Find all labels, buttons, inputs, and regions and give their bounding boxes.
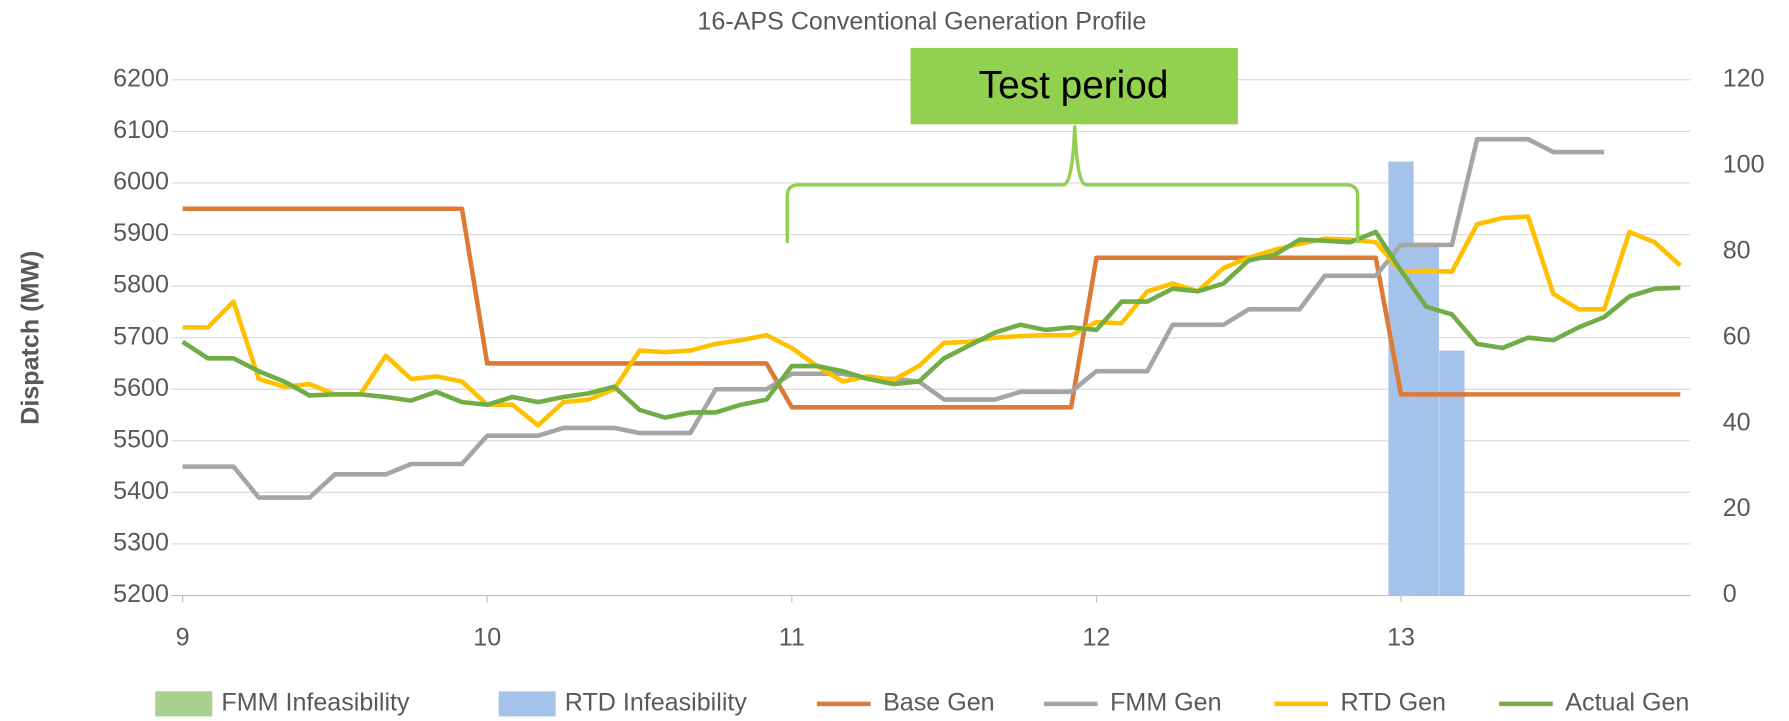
line-series (182, 214, 1682, 428)
y2-tick-label: 100 (1723, 150, 1765, 178)
x-tick-label: 9 (176, 623, 190, 651)
y-tick-label: 5700 (113, 322, 169, 350)
legend-label: FMM Infeasibility (221, 689, 410, 717)
y2-tick-label: 120 (1723, 64, 1765, 92)
legend-label: FMM Gen (1110, 689, 1221, 717)
legend-label: RTD Infeasibility (565, 689, 748, 717)
line-series (182, 206, 1681, 410)
x-tick-label: 12 (1082, 623, 1110, 651)
legend-swatch (155, 691, 213, 717)
y-tick-label: 5900 (113, 219, 169, 247)
bar (1413, 243, 1439, 596)
legend-label: Actual Gen (1565, 689, 1689, 717)
x-tick-label: 10 (473, 623, 501, 651)
y-axis-label: Dispatch (MW) (17, 251, 45, 425)
y-tick-label: 5800 (113, 271, 169, 299)
legend-label: Base Gen (883, 689, 995, 717)
y2-tick-label: 40 (1723, 408, 1751, 436)
legend-swatch (498, 691, 556, 717)
bar (1439, 350, 1465, 596)
y2-tick-label: 20 (1723, 494, 1751, 522)
y-tick-label: 5600 (113, 374, 169, 402)
y-tick-label: 6200 (113, 64, 169, 92)
y-tick-label: 5500 (113, 425, 169, 453)
legend-label: RTD Gen (1341, 689, 1446, 717)
annotation-box (910, 47, 1238, 125)
y-tick-label: 5400 (113, 477, 169, 505)
y2-tick-label: 80 (1723, 236, 1751, 264)
test-period-bracket (785, 125, 1360, 243)
y-tick-label: 5200 (113, 580, 169, 608)
line-series (181, 229, 1681, 420)
x-tick-label: 13 (1387, 623, 1415, 651)
y-tick-label: 5300 (113, 529, 169, 557)
chart-title: 16-APS Conventional Generation Profile (697, 7, 1146, 35)
y-tick-label: 6100 (113, 116, 169, 144)
annotation-text: Test period (979, 64, 1169, 107)
plot-area: 5200 5300 5400 5500 5600 5700 5800 5900 6000 6100… (113, 64, 1764, 651)
y2-tick-label: 60 (1723, 322, 1751, 350)
bar (1388, 161, 1414, 596)
y2-tick-label: 0 (1723, 580, 1737, 608)
y-tick-label: 6000 (113, 168, 169, 196)
x-tick-label: 11 (779, 623, 805, 651)
